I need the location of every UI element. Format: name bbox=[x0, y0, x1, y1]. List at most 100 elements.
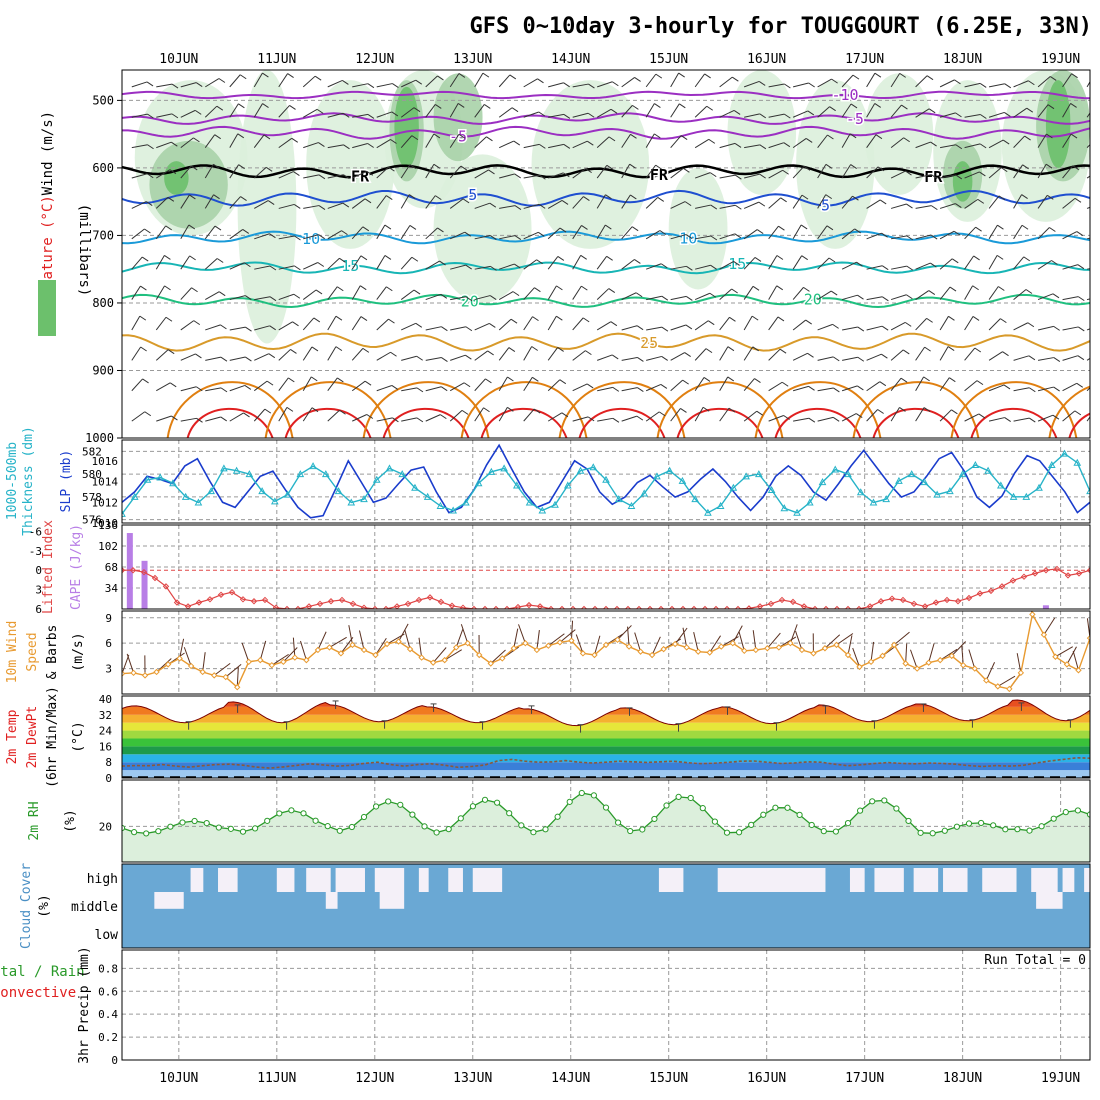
wind-barb-flag bbox=[776, 285, 784, 291]
lifted-index-marker bbox=[591, 605, 599, 609]
wind-barb-flag bbox=[756, 410, 763, 416]
wind10m-speed-marker bbox=[510, 645, 518, 652]
lifted-index-marker bbox=[382, 605, 390, 609]
wind10m-ylabel: 10m Wind bbox=[5, 621, 20, 684]
wind-barb bbox=[817, 416, 834, 422]
wind-barb bbox=[156, 83, 173, 88]
wind-barb bbox=[817, 134, 828, 148]
wind-barb bbox=[964, 82, 981, 88]
wind-barb-flag bbox=[167, 196, 175, 202]
wind-barb bbox=[474, 265, 491, 270]
lifted-index-marker bbox=[602, 605, 610, 609]
wind-barb bbox=[768, 83, 785, 88]
wind-barb bbox=[278, 265, 295, 270]
lifted-index-marker bbox=[789, 598, 797, 606]
thickness-marker bbox=[1086, 487, 1090, 495]
wind10m-speed-marker bbox=[257, 656, 264, 664]
wind10m-speed-marker bbox=[326, 644, 333, 651]
isotherm-label: FR bbox=[924, 168, 943, 186]
rh2m-marker bbox=[1038, 823, 1045, 830]
rh-shade bbox=[727, 70, 797, 195]
wind-barb-flag bbox=[411, 135, 419, 141]
cloud-high-clear bbox=[448, 868, 463, 892]
wind-barb-flag bbox=[169, 169, 177, 175]
wind-barb-flag bbox=[632, 104, 639, 110]
thickness-marker bbox=[321, 470, 330, 478]
thickness-marker bbox=[653, 472, 661, 480]
isotherm-label: 20 bbox=[461, 293, 479, 311]
wind-barb bbox=[376, 286, 387, 300]
wind-barb bbox=[646, 326, 663, 331]
wind10m-barb bbox=[398, 623, 409, 642]
wind-barb-flag bbox=[705, 348, 713, 354]
wind-barb bbox=[180, 353, 196, 361]
cloud-level-label: high bbox=[87, 872, 118, 887]
wind10m-barb bbox=[444, 649, 462, 661]
wind-barb-flag bbox=[514, 205, 522, 210]
wind-barb bbox=[866, 199, 881, 209]
wind-barb-flag bbox=[513, 140, 521, 146]
wind-barb-flag bbox=[703, 377, 711, 382]
wind-barb-flag bbox=[196, 417, 203, 423]
wind-barb bbox=[964, 171, 980, 179]
wind-barb bbox=[131, 81, 148, 88]
lifted-index-marker bbox=[1009, 577, 1017, 584]
thickness-marker bbox=[169, 479, 177, 487]
wind-barb bbox=[327, 144, 344, 149]
isotherm--5b bbox=[122, 125, 1090, 140]
cloud-high-clear bbox=[982, 868, 1017, 892]
rh2m-marker bbox=[167, 823, 174, 830]
wind-barb bbox=[1013, 135, 1025, 148]
wind-barb bbox=[425, 227, 438, 240]
wind-barb bbox=[498, 74, 511, 88]
wind-barb-flag bbox=[511, 107, 519, 113]
wind-barb-flag bbox=[709, 292, 717, 298]
wind-barb-flag bbox=[930, 234, 938, 240]
wind-barb-flag bbox=[585, 168, 592, 174]
dewpoint-line bbox=[122, 756, 1090, 769]
wind-barb-flag bbox=[1000, 318, 1007, 324]
wind10m-speed-marker bbox=[268, 661, 276, 669]
wind-barb-flag bbox=[288, 377, 295, 383]
wind-barb bbox=[572, 112, 589, 118]
wind-barb bbox=[841, 413, 857, 422]
isotherm-25 bbox=[122, 332, 1090, 352]
wind-barb bbox=[351, 285, 361, 300]
wind-barb bbox=[1013, 322, 1029, 331]
wind-barb-flag bbox=[536, 259, 543, 265]
wind-barb-flag bbox=[852, 74, 860, 80]
wind-barb bbox=[621, 77, 635, 88]
wind-barb bbox=[1086, 80, 1090, 88]
wind-barb-flag bbox=[972, 315, 980, 321]
wind-barb bbox=[254, 200, 269, 209]
wind-barb-flag bbox=[489, 323, 496, 328]
cloud-high-clear bbox=[1084, 868, 1090, 892]
rh2m-marker bbox=[699, 805, 706, 812]
wind-barb-flag bbox=[539, 174, 546, 180]
wind-barb bbox=[351, 255, 362, 270]
wind-barb-flag bbox=[189, 194, 196, 200]
isotherm-label: 20 bbox=[804, 291, 822, 309]
wind-barb bbox=[1062, 296, 1079, 301]
wind-barb bbox=[254, 325, 270, 331]
wind10m-speed-marker bbox=[418, 654, 425, 661]
slp-frame bbox=[121, 439, 1091, 524]
wind-barb-flag bbox=[953, 230, 961, 236]
wind-barb-flag bbox=[1004, 417, 1011, 422]
wind-barb bbox=[645, 133, 655, 148]
wind-barb-flag bbox=[759, 113, 767, 119]
wind10m-speed-marker bbox=[556, 639, 564, 646]
wind-barb-flag bbox=[780, 197, 787, 203]
wind10m-speed-marker bbox=[372, 651, 379, 659]
thickness-ylabel-1: 1000-500mb bbox=[5, 442, 20, 520]
wind-barb-flag bbox=[951, 258, 959, 264]
wind-barb bbox=[768, 142, 784, 149]
wind-barb bbox=[988, 255, 998, 270]
date-label-bottom: 15JUN bbox=[649, 1071, 688, 1086]
wind-barb bbox=[449, 133, 460, 148]
wind-barb bbox=[842, 356, 858, 361]
wind-barb bbox=[450, 296, 467, 301]
wind10m-speed-marker bbox=[1075, 667, 1082, 674]
wind-barb bbox=[866, 103, 876, 118]
